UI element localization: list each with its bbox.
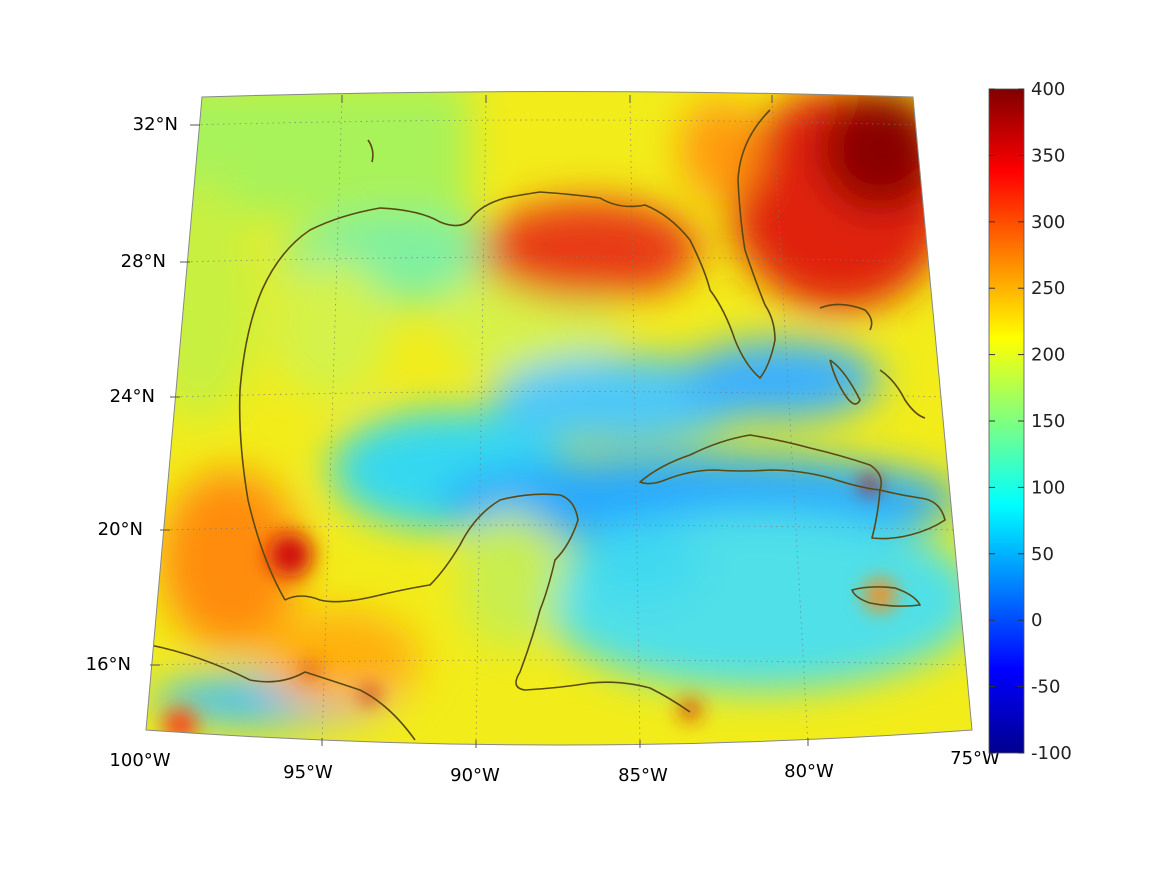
colorbar-tick-label: 350 (1031, 145, 1065, 166)
lon-label-85: 85°W (618, 765, 668, 786)
frame-ticks (150, 95, 809, 748)
lon-label-80: 80°W (784, 761, 834, 782)
longitude-labels: 100°W 95°W 90°W 85°W 80°W 75°W (109, 748, 1000, 786)
graticule (149, 94, 966, 745)
colorbar-tick-label: -50 (1031, 677, 1060, 698)
colorbar-tick-label: 0 (1031, 610, 1042, 631)
lat-label-16: 16°N (86, 654, 131, 675)
colorbar-tick-label: 150 (1031, 411, 1065, 432)
lat-label-24: 24°N (110, 386, 155, 407)
latitude-labels: 32°N 28°N 24°N 20°N 16°N (86, 114, 178, 675)
colorbar-tick-label: 250 (1031, 278, 1065, 299)
colorbar-tick-label: 400 (1031, 79, 1065, 100)
lon-label-100: 100°W (109, 750, 170, 771)
map-field (146, 91, 972, 745)
lat-label-28: 28°N (121, 251, 166, 272)
lon-label-90: 90°W (450, 765, 500, 786)
colorbar-tick-label: 50 (1031, 544, 1054, 565)
lon-label-75: 75°W (950, 748, 1000, 769)
lon-label-95: 95°W (283, 762, 333, 783)
colorbar-tick-label: 100 (1031, 477, 1065, 498)
colorbar: 400 350 300 250 200 150 100 50 0 -50 -100 (988, 79, 1072, 764)
map-frame (145, 91, 973, 746)
colorbar-tick-label: -100 (1031, 743, 1072, 764)
colorbar-tick-label: 300 (1031, 212, 1065, 233)
coastlines (149, 109, 946, 741)
colorbar-tick-label: 200 (1031, 345, 1065, 366)
lat-label-20: 20°N (98, 519, 143, 540)
lat-label-32: 32°N (133, 114, 178, 135)
